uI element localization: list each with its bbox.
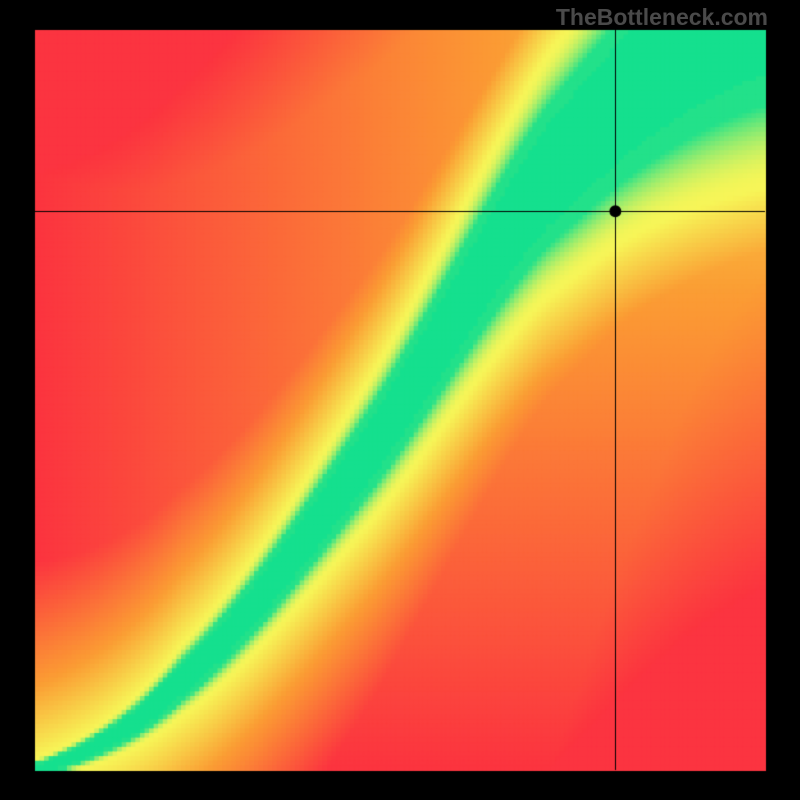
watermark-text: TheBottleneck.com — [556, 4, 768, 31]
bottleneck-heatmap — [0, 0, 800, 800]
